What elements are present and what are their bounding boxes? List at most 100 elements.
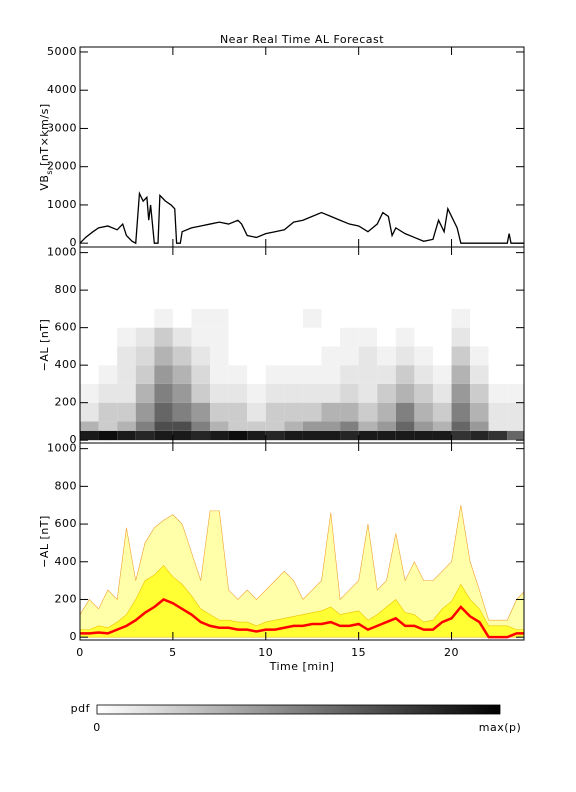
heat-cell [228,430,248,441]
heat-cell [191,383,211,403]
heat-cell [80,365,99,384]
heat-cell [414,327,433,347]
heat-cell [358,327,378,347]
heat-cell [451,327,471,347]
heat-cell [321,383,341,403]
heat-cell [414,346,433,366]
heat-cell [210,430,229,441]
y-tick-label: 3000 [47,121,77,134]
heat-cell [135,365,155,384]
heat-cell [470,327,489,347]
heat-cell [507,430,524,441]
heat-cell [172,430,192,441]
data-line [80,191,524,245]
heat-cell [302,327,322,347]
heat-cell [154,365,173,384]
heat-cell [340,308,359,328]
heat-cell [470,383,489,403]
heat-cell [80,308,99,328]
median-line [80,598,524,639]
heat-cell [228,383,248,403]
heat-cell [302,365,322,384]
heat-cell [210,346,229,366]
heat-cell [470,308,489,328]
heat-cell [117,327,136,347]
heat-cell [117,346,136,366]
y-tick-label: 200 [55,592,78,605]
heat-cell [321,346,341,366]
colorbar [96,704,501,715]
heat-cell [358,430,378,441]
y-tick-label: 600 [55,321,78,334]
y-tick-label: 400 [55,358,78,371]
y-tick-label: 5000 [47,45,77,58]
heat-cell [302,346,322,366]
heat-cell [98,402,118,422]
heat-cell [451,365,471,384]
heat-cell [358,402,378,422]
heat-cell [395,327,415,347]
panel: 0 1000 2000 3000 4000 5000 VBs [nT×km/s] Near R… [38,33,525,249]
heat-cell [228,308,248,328]
heat-cell [284,421,303,431]
heat-cell [451,402,471,422]
y-tick-label: 200 [55,396,78,409]
heat-cell [228,327,248,347]
heat-cell [172,365,192,384]
heat-cell [488,402,508,422]
heat-cell [488,327,508,347]
heat-cell [154,402,173,422]
heat-cell [247,430,266,441]
heat-cell [302,383,322,403]
heat-cell [247,402,266,422]
y-axis-label: −AL [nT] [38,319,51,372]
heat-cell [377,365,396,384]
heat-cell [340,402,359,422]
plot-area [80,308,524,441]
heat-cell [470,421,489,431]
heat-cell [135,421,155,431]
heat-cell [284,365,303,384]
heat-cell [340,346,359,366]
heat-cell [284,327,303,347]
heat-cell [228,346,248,366]
heat-cell [117,365,136,384]
heat-cell [210,402,229,422]
heat-cell [507,308,524,328]
x-tick-label: 5 [169,646,177,659]
heat-cell [154,308,173,328]
heat-cell [210,308,229,328]
colorbar-max: max(p) [479,721,522,734]
y-tick-label: 1000 [47,442,77,455]
panel: 0 200 400 600 800 1000 0 5 10 15 20 −AL [nT] Time [m… [38,442,525,673]
heat-cell [247,365,266,384]
heat-cell [265,365,285,384]
heat-cell [247,383,266,403]
y-tick-label: 800 [55,283,78,296]
heat-cell [265,430,285,441]
heat-cell [432,365,452,384]
x-tick-label: 15 [351,646,366,659]
heat-cell [321,308,341,328]
heat-cell [172,421,192,431]
heat-cell [302,402,322,422]
chart-title: Near Real Time AL Forecast [220,33,384,46]
heat-cell [377,346,396,366]
heat-cell [210,421,229,431]
heat-cell [488,308,508,328]
heat-cell [228,421,248,431]
heat-cell [451,346,471,366]
heat-cell [302,430,322,441]
heat-cell [377,383,396,403]
heat-cell [395,383,415,403]
heat-cell [414,421,433,431]
heat-cell [117,383,136,403]
heat-cell [488,430,508,441]
heat-cell [80,383,99,403]
heat-cell [265,327,285,347]
heat-cell [432,421,452,431]
heat-cell [284,308,303,328]
heat-cell [154,383,173,403]
heat-cell [265,421,285,431]
heat-cell [80,402,99,422]
